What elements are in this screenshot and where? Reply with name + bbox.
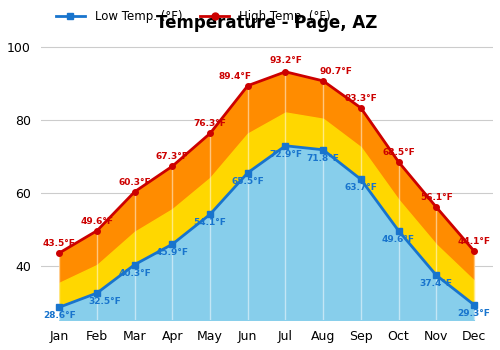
Text: 44.1°F: 44.1°F	[458, 237, 490, 246]
Low Temp. (°F)	[132, 262, 138, 267]
Low Temp. (°F)	[56, 305, 62, 309]
Text: 93.2°F: 93.2°F	[269, 56, 302, 65]
Text: 83.3°F: 83.3°F	[344, 94, 377, 103]
Text: 49.6°F: 49.6°F	[382, 235, 415, 244]
Text: 71.8°F: 71.8°F	[306, 154, 340, 163]
Text: 56.1°F: 56.1°F	[420, 193, 452, 202]
Text: 60.3°F: 60.3°F	[118, 177, 151, 187]
Low Temp. (°F)	[320, 148, 326, 152]
High Temp. (°F)	[207, 131, 213, 135]
Text: 65.5°F: 65.5°F	[232, 177, 264, 186]
Text: 72.9°F: 72.9°F	[269, 150, 302, 159]
Low Temp. (°F)	[207, 212, 213, 216]
Low Temp. (°F)	[282, 144, 288, 148]
Text: 43.5°F: 43.5°F	[43, 239, 76, 248]
Low Temp. (°F)	[358, 177, 364, 181]
Text: 28.6°F: 28.6°F	[43, 311, 76, 320]
Text: 89.4°F: 89.4°F	[218, 71, 251, 80]
Low Temp. (°F)	[94, 291, 100, 295]
Low Temp. (°F)	[245, 171, 251, 175]
Text: 76.3°F: 76.3°F	[194, 119, 226, 128]
Text: 54.1°F: 54.1°F	[194, 218, 226, 228]
Line: High Temp. (°F): High Temp. (°F)	[56, 69, 476, 256]
Low Temp. (°F)	[396, 229, 402, 233]
Low Temp. (°F)	[471, 302, 477, 307]
High Temp. (°F)	[245, 84, 251, 88]
High Temp. (°F)	[94, 229, 100, 233]
High Temp. (°F)	[320, 79, 326, 83]
Title: Temperature - Page, AZ: Temperature - Page, AZ	[156, 14, 378, 32]
High Temp. (°F)	[56, 251, 62, 255]
Low Temp. (°F)	[170, 242, 175, 246]
High Temp. (°F)	[132, 190, 138, 194]
Text: 68.5°F: 68.5°F	[382, 148, 415, 157]
Text: 32.5°F: 32.5°F	[88, 297, 121, 306]
Text: 49.6°F: 49.6°F	[80, 217, 114, 226]
High Temp. (°F)	[170, 164, 175, 168]
Text: 29.3°F: 29.3°F	[458, 309, 490, 318]
Text: 63.7°F: 63.7°F	[344, 183, 378, 192]
High Temp. (°F)	[433, 205, 439, 209]
Legend: Low Temp. (°F), High Temp. (°F): Low Temp. (°F), High Temp. (°F)	[51, 5, 335, 27]
Text: 67.3°F: 67.3°F	[156, 152, 189, 161]
Line: Low Temp. (°F): Low Temp. (°F)	[56, 143, 476, 310]
High Temp. (°F)	[282, 70, 288, 74]
High Temp. (°F)	[471, 248, 477, 253]
Text: 45.9°F: 45.9°F	[156, 248, 189, 257]
High Temp. (°F)	[358, 106, 364, 110]
High Temp. (°F)	[396, 160, 402, 164]
Text: 90.7°F: 90.7°F	[320, 67, 353, 76]
Low Temp. (°F)	[433, 273, 439, 277]
Text: 40.3°F: 40.3°F	[118, 269, 151, 278]
Text: 37.4°F: 37.4°F	[420, 279, 452, 288]
